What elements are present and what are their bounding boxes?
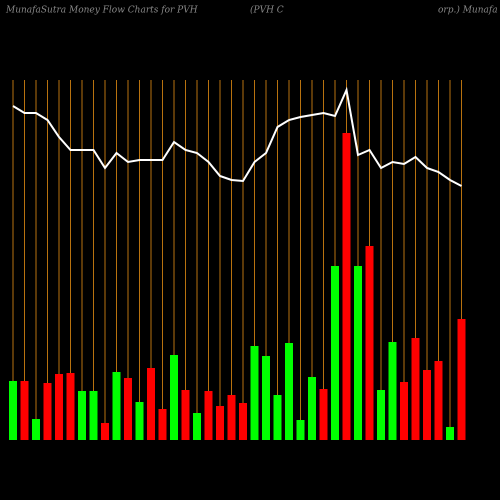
bar: [43, 383, 52, 440]
bar: [308, 377, 316, 440]
bar: [250, 346, 259, 440]
bar: [89, 391, 98, 440]
bar: [101, 423, 109, 440]
bar: [446, 427, 454, 440]
money-flow-line: [12, 86, 462, 187]
bar: [285, 343, 293, 440]
bar: [273, 395, 282, 440]
bar: [423, 370, 431, 440]
bar: [181, 390, 190, 440]
bar: [365, 246, 374, 440]
bar: [296, 420, 305, 440]
bar: [319, 389, 328, 440]
bar: [55, 374, 63, 440]
bar: [400, 382, 408, 440]
chart-subtitle: (PVH C: [250, 5, 284, 16]
chart-subtitle: orp.) Munafa: [438, 5, 498, 16]
bar: [204, 391, 213, 440]
bar: [32, 419, 40, 440]
bar: [216, 406, 224, 440]
bar: [9, 381, 17, 440]
bar: [239, 403, 247, 440]
bar: [354, 266, 362, 440]
bar: [377, 390, 385, 440]
bar: [331, 266, 339, 440]
bar: [124, 378, 132, 440]
bar: [434, 361, 443, 440]
bar: [388, 342, 397, 440]
bar: [262, 356, 270, 440]
bar: [170, 355, 178, 440]
bar: [193, 413, 201, 440]
bar: [112, 372, 121, 440]
bar: [158, 409, 167, 440]
bar: [20, 381, 29, 440]
bar: [342, 133, 351, 440]
chart-title: MunafaSutra Money Flow Charts for PVH: [5, 6, 198, 16]
bar: [411, 338, 420, 440]
bar: [147, 368, 155, 440]
bar: [457, 319, 466, 440]
bar: [78, 391, 86, 440]
bar: [135, 402, 144, 440]
bar: [227, 395, 236, 440]
bar: [66, 373, 75, 440]
